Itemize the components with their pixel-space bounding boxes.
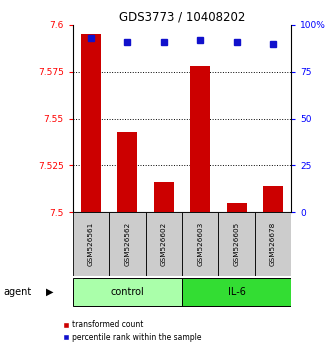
Bar (146, 212, 182, 276)
Bar (182, 212, 218, 276)
Title: GDS3773 / 10408202: GDS3773 / 10408202 (119, 11, 245, 24)
Bar (73, 212, 109, 276)
Text: agent: agent (3, 287, 31, 297)
Bar (109, 212, 146, 276)
Bar (190, 66, 210, 212)
Text: GSM526561: GSM526561 (88, 222, 94, 266)
Legend: transformed count, percentile rank within the sample: transformed count, percentile rank withi… (60, 318, 205, 344)
Bar (154, 182, 174, 212)
Bar (227, 203, 247, 212)
Text: ▶: ▶ (46, 287, 54, 297)
Bar (218, 212, 255, 276)
Text: GSM526605: GSM526605 (234, 222, 240, 266)
Bar (81, 34, 101, 212)
Bar (255, 212, 291, 276)
Bar (73, 278, 182, 306)
Text: GSM526678: GSM526678 (270, 222, 276, 266)
Text: GSM526562: GSM526562 (124, 222, 130, 266)
Bar (182, 278, 291, 306)
Bar (263, 186, 283, 212)
Text: GSM526602: GSM526602 (161, 222, 167, 266)
Bar (118, 132, 137, 212)
Text: control: control (111, 287, 144, 297)
Text: GSM526603: GSM526603 (197, 222, 203, 266)
Text: IL-6: IL-6 (228, 287, 246, 297)
